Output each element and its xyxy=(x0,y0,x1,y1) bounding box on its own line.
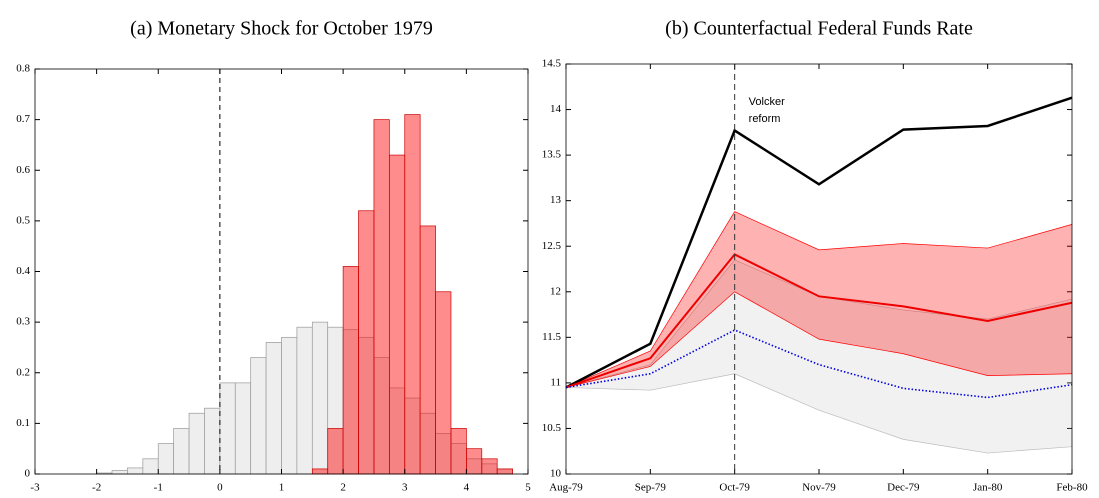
y-tick-label: 10 xyxy=(550,468,562,480)
bar xyxy=(281,336,298,475)
x-tick-label: -1 xyxy=(154,482,163,494)
y-tick-label: 13.5 xyxy=(542,149,562,161)
y-tick-label: 0.8 xyxy=(16,63,30,75)
bar xyxy=(265,342,282,475)
bar xyxy=(373,119,390,475)
y-tick-label: 10.5 xyxy=(542,422,562,434)
line xyxy=(565,253,1073,389)
y-tick-label: 0.6 xyxy=(16,164,30,176)
plot-frame xyxy=(565,63,1073,475)
bar xyxy=(342,266,359,475)
y-tick-label: 14 xyxy=(550,103,562,115)
bar xyxy=(358,210,375,475)
line xyxy=(565,96,1073,389)
bar xyxy=(327,428,344,475)
y-tick-label: 12.5 xyxy=(542,240,562,252)
x-tick-label: Dec-79 xyxy=(887,482,920,494)
y-tick-label: 0.3 xyxy=(16,316,30,328)
y-tick-label: 0.7 xyxy=(16,113,30,125)
bar xyxy=(481,458,498,475)
bar xyxy=(435,291,452,475)
x-tick-label: -2 xyxy=(92,482,101,494)
x-tick-label: 0 xyxy=(217,482,223,494)
band-edge xyxy=(565,373,1073,454)
x-tick-label: Sep-79 xyxy=(635,482,667,494)
bar xyxy=(466,448,483,475)
band-edge xyxy=(565,211,1073,388)
y-tick-label: 0.1 xyxy=(16,417,30,429)
bar xyxy=(188,412,205,475)
x-tick-label: Jan-80 xyxy=(973,482,1003,494)
bar xyxy=(496,468,513,475)
y-tick-label: 0.2 xyxy=(16,366,30,378)
bar xyxy=(234,382,252,475)
band xyxy=(566,211,1072,388)
bar xyxy=(111,470,128,475)
y-tick-label: 14.5 xyxy=(542,58,562,70)
y-tick-label: 0.4 xyxy=(16,265,30,277)
bar xyxy=(419,225,436,475)
bar xyxy=(311,321,329,475)
x-tick-label: 2 xyxy=(340,482,346,494)
bar xyxy=(450,428,467,475)
x-tick-label: 1 xyxy=(279,482,285,494)
y-tick-label: 11.5 xyxy=(542,331,561,343)
plot-frame xyxy=(34,68,529,475)
x-tick-label: Nov-79 xyxy=(802,482,836,494)
y-tick-label: 0.5 xyxy=(16,214,30,226)
band-edge xyxy=(565,291,1073,388)
chart-title: (b) Counterfactual Federal Funds Rate xyxy=(665,18,973,40)
bar xyxy=(296,326,313,475)
bar xyxy=(311,468,329,475)
bar xyxy=(204,407,221,475)
annotation: Volcker xyxy=(749,96,785,108)
x-tick-label: -3 xyxy=(30,482,40,494)
bar xyxy=(404,114,421,475)
bar xyxy=(173,428,190,475)
x-tick-label: Feb-80 xyxy=(1056,482,1088,494)
y-tick-label: 13 xyxy=(550,194,562,206)
x-tick-label: Aug-79 xyxy=(549,482,583,494)
bar xyxy=(127,467,144,475)
bar xyxy=(388,154,406,475)
bar xyxy=(219,382,236,475)
x-tick-label: Oct-79 xyxy=(719,482,750,494)
y-tick-label: 0 xyxy=(25,468,31,480)
bar xyxy=(250,357,267,475)
chart-title: (a) Monetary Shock for October 1979 xyxy=(130,18,433,40)
x-tick-label: 3 xyxy=(402,482,408,494)
bar xyxy=(157,443,175,475)
line xyxy=(565,329,1073,399)
x-tick-label: 5 xyxy=(525,482,531,494)
y-tick-label: 12 xyxy=(550,285,561,297)
bar xyxy=(142,458,159,475)
y-tick-label: 11 xyxy=(550,376,561,388)
band xyxy=(566,259,1072,454)
x-tick-label: 4 xyxy=(464,482,470,494)
annotation: reform xyxy=(749,113,781,125)
